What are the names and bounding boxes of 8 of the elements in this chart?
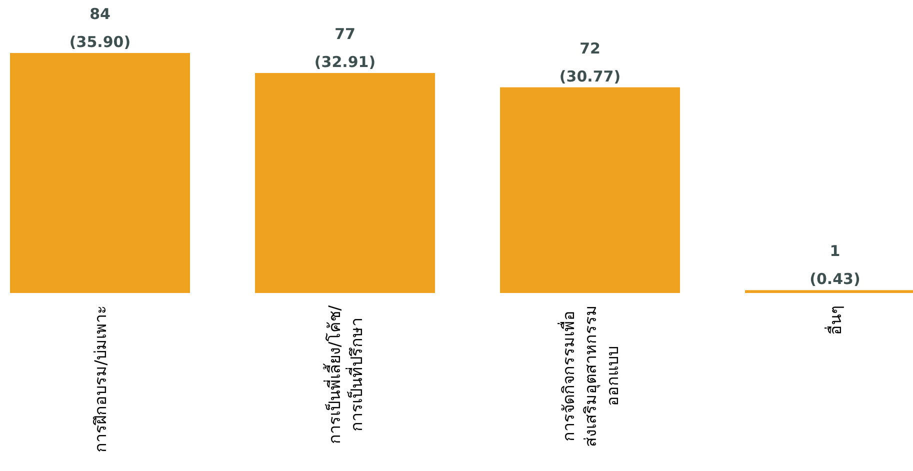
- x-tick-label: การจัดกิจกรรมเพื่อ ส่งเสริมอุตสาหกรรม ออกแบบ: [557, 305, 622, 447]
- data-label: 72 (30.77): [559, 39, 621, 86]
- data-label: 84 (35.90): [69, 5, 131, 51]
- data-label: 1 (0.43): [810, 242, 860, 288]
- x-tick-label: อื่นๆ: [824, 305, 845, 335]
- x-tick-label: การเป็นพี่เลี้ยง/โค้ช/ การเป็นที่ปรึกษา: [323, 304, 366, 444]
- x-tick-label: การฝึกอบรม/บ่มเพาะ: [91, 305, 110, 452]
- data-label: 77 (32.91): [314, 25, 376, 71]
